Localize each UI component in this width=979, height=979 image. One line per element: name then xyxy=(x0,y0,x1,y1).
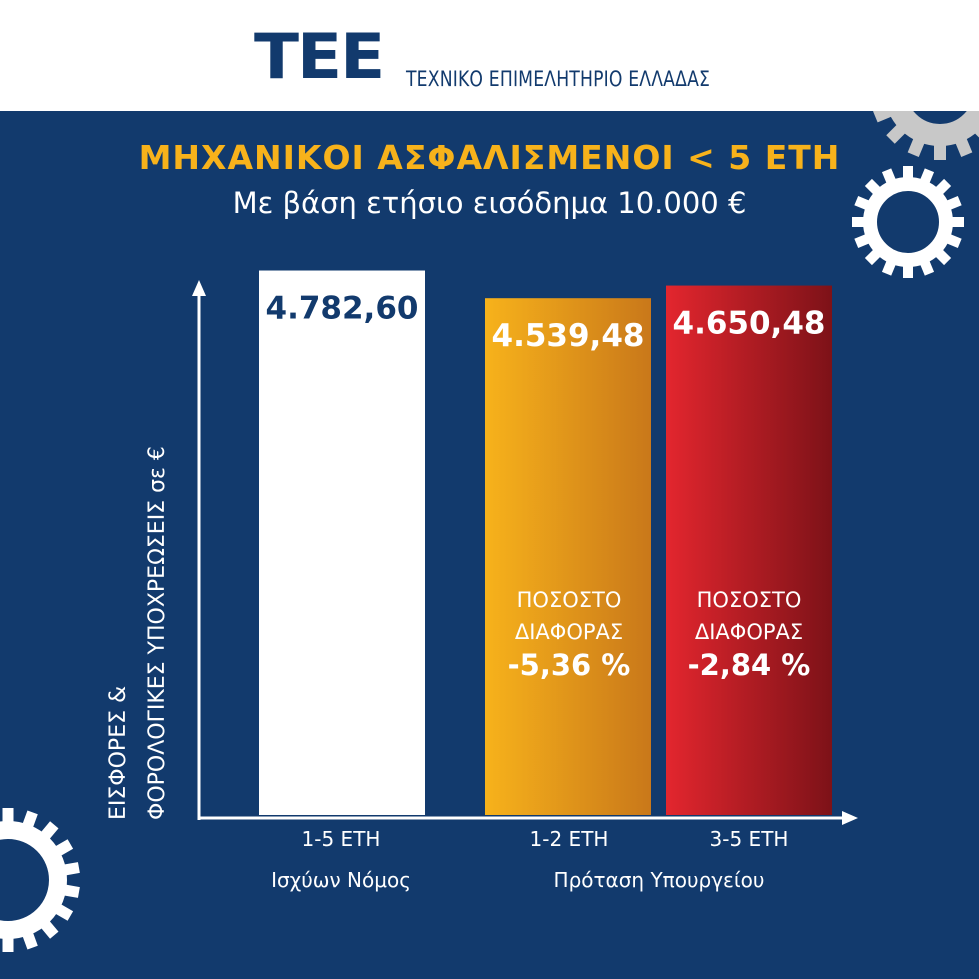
gear-tooth xyxy=(949,217,964,227)
gear-tooth xyxy=(943,195,962,211)
diff-value: -5,36 % xyxy=(508,648,631,682)
chart-subtitle: Με βάση ετήσιο εισόδημα 10.000 € xyxy=(232,186,747,220)
gear-tooth xyxy=(919,168,935,187)
chart-title: ΜΗΧΑΝΙΚΟΙ ΑΣΦΑΛΙΣΜΕΝΟΙ < 5 ΕΤΗ xyxy=(138,138,841,177)
gear-tooth xyxy=(21,929,38,950)
diff-value: -2,84 % xyxy=(688,648,811,682)
gear-tooth xyxy=(2,808,14,825)
bar-current-law xyxy=(259,270,425,815)
gear-tooth xyxy=(21,810,38,831)
gear-icon xyxy=(852,166,964,278)
bar-value-label: 4.782,60 xyxy=(266,291,419,327)
gear-tooth xyxy=(903,166,913,181)
gear-tooth xyxy=(919,257,935,276)
gear-tooth xyxy=(933,247,952,266)
gear-tooth xyxy=(854,233,873,249)
bar-value-label: 4.539,48 xyxy=(492,318,645,354)
gear-tooth xyxy=(954,135,973,157)
gear-tooth xyxy=(52,839,74,858)
gear-tooth xyxy=(52,902,74,921)
gear-tooth xyxy=(972,122,979,144)
gear-icon xyxy=(0,808,80,952)
header: ΤΕΕ ΤΕΧΝΙΚΟ ΕΠΙΜΕΛΗΤΗΡΙΟ ΕΛΛΑΔΑΣ xyxy=(0,0,979,111)
gear-tooth xyxy=(881,257,897,276)
diff-label-line2: ΔΙΑΦΟΡΑΣ xyxy=(515,620,623,644)
gear-tooth xyxy=(864,178,883,197)
diff-label-line2: ΔΙΑΦΟΡΑΣ xyxy=(695,620,803,644)
organization-name: ΤΕΧΝΙΚΟ ΕΠΙΜΕΛΗΤΗΡΙΟ ΕΛΛΑΔΑΣ xyxy=(406,67,711,91)
gear-tooth xyxy=(933,178,952,197)
gear-tooth xyxy=(907,135,926,157)
category-label: 1-2 ΕΤΗ xyxy=(530,827,609,851)
x-axis-arrow xyxy=(842,811,858,825)
gear-tooth xyxy=(943,233,962,249)
bar-value-label: 4.650,48 xyxy=(673,306,826,342)
bar-proposal-1-2 xyxy=(485,298,651,816)
tee-logo: ΤΕΕ xyxy=(254,19,385,94)
gear-tooth xyxy=(864,247,883,266)
group-label: Πρόταση Υπουργείου xyxy=(554,868,765,892)
gear-tooth xyxy=(934,142,946,160)
diff-label-line1: ΠΟΣΟΣΤΟ xyxy=(517,588,622,612)
gear-tooth xyxy=(39,821,59,842)
gear-tooth xyxy=(2,935,14,952)
y-axis-label-line2: ΦΟΡΟΛΟΓΙΚΕΣ ΥΠΟΧΡΕΩΣΕΙΣ σε € xyxy=(145,446,170,820)
bar-proposal-3-5 xyxy=(666,285,832,815)
gear-tooth xyxy=(854,195,873,211)
gear-tooth xyxy=(886,122,908,144)
gear-tooth xyxy=(852,217,867,227)
gear-tooth xyxy=(61,862,80,876)
y-axis-arrow xyxy=(192,280,206,296)
gear-tooth xyxy=(903,263,913,278)
group-label: Ισχύων Νόμος xyxy=(271,868,411,892)
gear-tooth xyxy=(39,918,59,939)
y-axis-label-line1: ΕΙΣΦΟΡΕΣ & xyxy=(106,686,131,820)
category-label: 1-5 ΕΤΗ xyxy=(302,827,381,851)
category-label: 3-5 ΕΤΗ xyxy=(710,827,789,851)
gear-tooth xyxy=(881,168,897,187)
diff-label-line1: ΠΟΣΟΣΤΟ xyxy=(697,588,802,612)
gear-tooth xyxy=(61,884,80,898)
